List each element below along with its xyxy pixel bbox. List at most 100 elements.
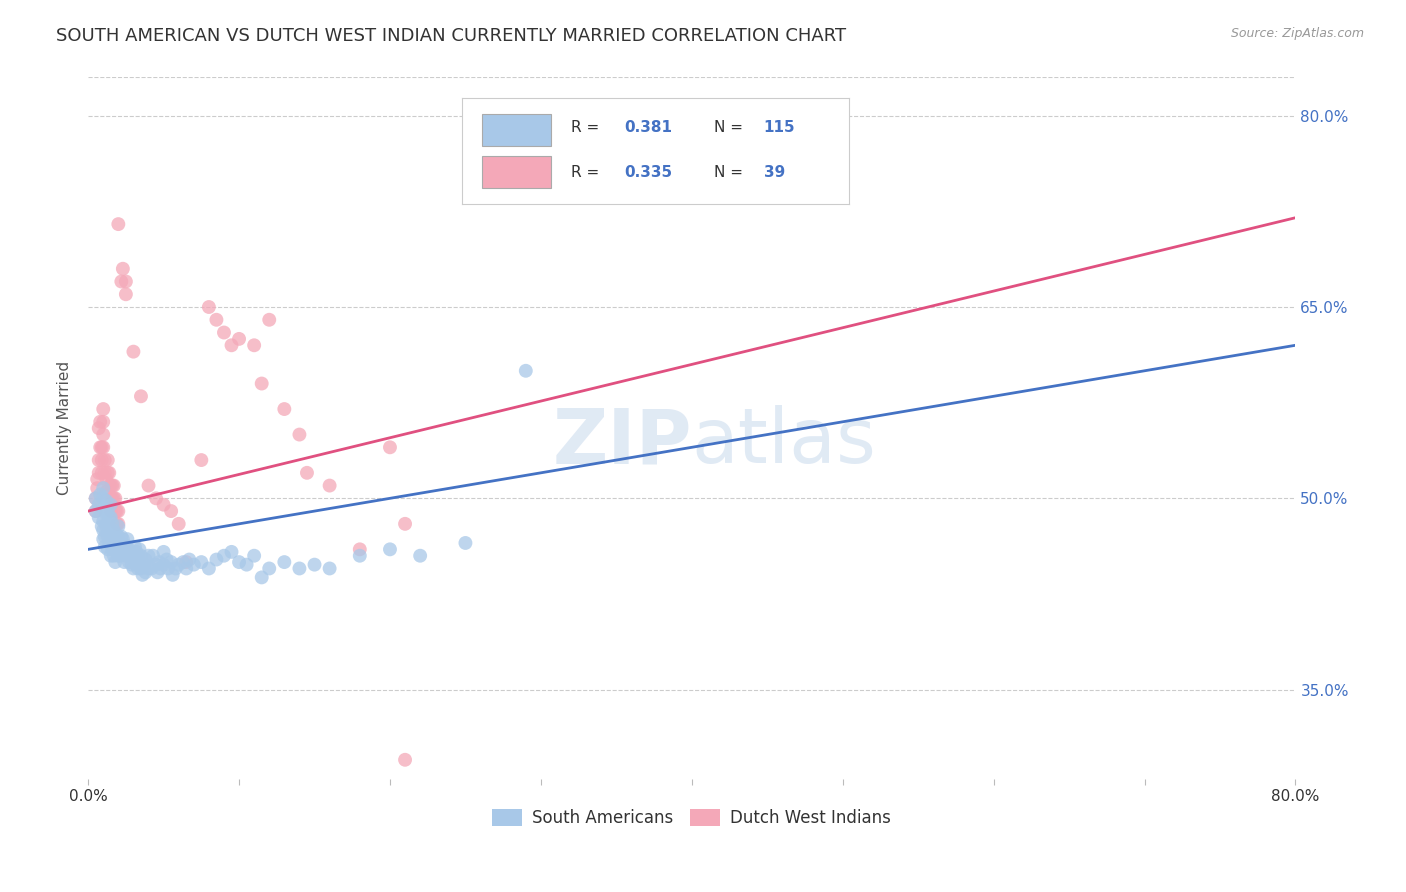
Point <box>409 549 432 563</box>
Point <box>221 338 243 352</box>
Point <box>105 532 128 546</box>
Point <box>105 545 128 559</box>
Point <box>104 555 127 569</box>
Point <box>394 753 416 767</box>
Point <box>349 542 371 557</box>
Point <box>243 338 266 352</box>
Point <box>87 453 110 467</box>
Point <box>120 549 142 563</box>
Point <box>273 555 295 569</box>
Point <box>228 555 250 569</box>
Legend: South Americans, Dutch West Indians: South Americans, Dutch West Indians <box>485 802 898 834</box>
Point <box>103 536 125 550</box>
Point <box>98 523 121 537</box>
Point <box>127 561 149 575</box>
Point <box>212 549 235 563</box>
Point <box>111 532 134 546</box>
Point <box>394 516 416 531</box>
Point <box>160 555 183 569</box>
Point <box>295 466 318 480</box>
Point <box>115 275 138 289</box>
Point <box>122 561 145 575</box>
Point <box>122 549 145 563</box>
Point <box>257 561 280 575</box>
Point <box>128 555 150 569</box>
Point <box>101 491 124 506</box>
Point <box>98 536 121 550</box>
Point <box>104 540 127 554</box>
Text: atlas: atlas <box>692 405 877 479</box>
Point <box>115 539 138 553</box>
Point <box>515 364 537 378</box>
Point <box>86 472 108 486</box>
Point <box>243 549 266 563</box>
Point <box>100 504 122 518</box>
Point <box>124 552 146 566</box>
Point <box>87 466 110 480</box>
Point <box>107 217 129 231</box>
Point <box>97 530 120 544</box>
Point <box>318 561 340 575</box>
Point <box>198 561 221 575</box>
Point <box>90 440 112 454</box>
Point <box>91 523 114 537</box>
Point <box>145 491 167 506</box>
Point <box>125 558 148 572</box>
Point <box>89 415 111 429</box>
Point <box>454 536 477 550</box>
Point <box>156 552 179 566</box>
Point <box>91 501 114 516</box>
Point <box>111 261 134 276</box>
Point <box>97 504 120 518</box>
Point <box>84 491 107 506</box>
Point <box>304 558 326 572</box>
Point <box>100 491 122 506</box>
Point <box>111 545 134 559</box>
Point <box>125 545 148 559</box>
Point <box>97 516 120 531</box>
Point <box>129 561 152 575</box>
Point <box>107 530 129 544</box>
Point <box>84 504 107 518</box>
Point <box>90 453 112 467</box>
Point <box>101 542 124 557</box>
Point <box>378 440 401 454</box>
Point <box>152 498 174 512</box>
Point <box>91 427 114 442</box>
Point <box>179 552 201 566</box>
Point <box>107 540 129 554</box>
Point <box>124 540 146 554</box>
Point <box>87 510 110 524</box>
Point <box>349 549 371 563</box>
Point <box>162 567 184 582</box>
Point <box>118 542 141 557</box>
Point <box>96 507 118 521</box>
Point <box>100 498 122 512</box>
Point <box>86 481 108 495</box>
Point <box>103 523 125 537</box>
Point <box>221 545 243 559</box>
Point <box>98 466 121 480</box>
Point <box>146 566 169 580</box>
Point <box>84 504 107 518</box>
Point <box>90 466 112 480</box>
Point <box>91 402 114 417</box>
Point <box>288 427 311 442</box>
Point <box>91 415 114 429</box>
Point <box>132 558 155 572</box>
Point <box>101 530 124 544</box>
Point <box>118 555 141 569</box>
Point <box>104 491 127 506</box>
Point <box>148 555 170 569</box>
Point <box>90 519 112 533</box>
Point <box>94 466 117 480</box>
Point <box>110 275 132 289</box>
Point <box>228 332 250 346</box>
Point <box>103 478 125 492</box>
Point <box>250 376 273 391</box>
Point <box>91 532 114 546</box>
Point <box>190 453 212 467</box>
Point <box>101 516 124 531</box>
Point <box>98 510 121 524</box>
Point <box>115 287 138 301</box>
